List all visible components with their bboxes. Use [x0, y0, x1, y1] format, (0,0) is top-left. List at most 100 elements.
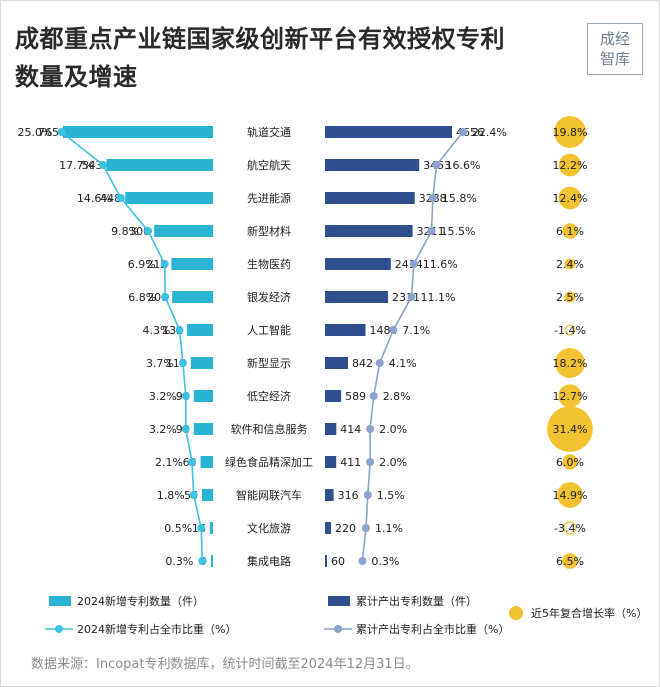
legend-new-share-label: 2024新增专利占全市比重（%） — [77, 622, 236, 636]
cumulative-share-label: 7.1% — [402, 324, 430, 337]
new-patent-bar — [187, 324, 213, 336]
cagr-label: 2.4% — [556, 258, 584, 271]
cumulative-share-point — [389, 326, 398, 334]
cumulative-patent-bar — [325, 489, 334, 501]
new-share-point — [178, 359, 187, 367]
new-share-label: 14.6% — [77, 192, 112, 205]
new-share-point — [198, 557, 207, 565]
legend-cagr-marker — [509, 606, 523, 620]
cumulative-patent-value-label: 842 — [352, 357, 373, 370]
cumulative-patent-bar — [325, 126, 452, 138]
new-share-label: 0.3% — [165, 555, 193, 568]
cumulative-share-point — [375, 359, 384, 367]
category-label: 文化旅游 — [247, 521, 291, 535]
cumulative-patent-bar — [325, 555, 327, 567]
new-share-label: 3.2% — [149, 423, 177, 436]
cagr-bubble — [558, 384, 582, 408]
cumulative-share-label: 2.0% — [379, 423, 407, 436]
category-label: 轨道交通 — [247, 125, 291, 139]
new-share-label: 3.7% — [146, 357, 174, 370]
cumulative-share-point — [363, 491, 372, 499]
cumulative-patent-bar — [325, 258, 391, 270]
legend-new-patent-swatch — [49, 596, 71, 606]
cumulative-share-point — [407, 293, 416, 301]
new-share-point — [181, 425, 190, 433]
new-share-point — [144, 227, 153, 235]
cagr-bubble — [558, 153, 582, 177]
cumulative-share-label: 16.6% — [446, 159, 481, 172]
chart-title-line2: 数量及增速 — [15, 63, 138, 91]
legend-cumulative-patent-label: 累计产出专利数量（件） — [356, 594, 477, 608]
cagr-label: -3.4% — [554, 522, 586, 535]
new-patent-bar — [202, 489, 213, 501]
cagr-bubble — [562, 223, 578, 239]
cumulative-share-label: 2.0% — [379, 456, 407, 469]
cumulative-patent-bar — [325, 324, 366, 336]
new-share-point — [116, 194, 125, 202]
cumulative-patent-value-label: 414 — [340, 423, 361, 436]
cumulative-share-point — [369, 392, 378, 400]
new-patent-bar — [193, 423, 213, 435]
cagr-label: 6.1% — [556, 225, 584, 238]
cumulative-patent-value-label: 316 — [338, 489, 359, 502]
category-label: 新型材料 — [247, 224, 291, 238]
new-share-point — [161, 293, 170, 301]
cagr-label: 31.4% — [553, 423, 588, 436]
new-patent-bar — [193, 390, 213, 402]
cumulative-share-label: 1.1% — [375, 522, 403, 535]
cumulative-patent-bar — [325, 159, 420, 171]
cagr-bubble-negative — [564, 324, 576, 336]
cumulative-share-point — [366, 425, 375, 433]
new-patent-bar — [171, 258, 213, 270]
patent-chart: 765轨道交通4656543航空航天3453448先进能源3288300新型材料… — [18, 116, 647, 636]
category-label: 集成电路 — [247, 554, 291, 568]
cagr-bubble — [564, 258, 576, 270]
new-share-point — [57, 128, 66, 136]
cumulative-share-label: 1.5% — [377, 489, 405, 502]
new-share-label: 3.2% — [149, 390, 177, 403]
new-share-point — [160, 260, 169, 268]
new-patent-bar — [125, 192, 213, 204]
cumulative-share-label: 11.1% — [421, 291, 456, 304]
cumulative-share-point — [358, 557, 367, 565]
cagr-label: 18.2% — [553, 357, 588, 370]
cagr-label: 12.7% — [553, 390, 588, 403]
legend-cumulative-share-marker — [334, 625, 342, 633]
cumulative-share-label: 11.6% — [423, 258, 458, 271]
cagr-bubble — [562, 454, 578, 470]
cumulative-patent-value-label: 411 — [340, 456, 361, 469]
cumulative-share-point — [362, 524, 370, 532]
cagr-label: 14.9% — [553, 489, 588, 502]
new-share-point — [175, 326, 184, 334]
cumulative-share-label: 4.1% — [389, 357, 417, 370]
cagr-bubble — [547, 406, 593, 452]
new-share-label: 4.3% — [143, 324, 171, 337]
cumulative-share-label: 2.8% — [383, 390, 411, 403]
cagr-label: 6.5% — [556, 555, 584, 568]
new-patent-value-label: 448 — [100, 192, 121, 205]
legend-cumulative-share-label: 累计产出专利占全市比重（%） — [356, 622, 509, 636]
legend-new-patent-label: 2024新增专利数量（件） — [77, 594, 204, 608]
category-label: 智能网联汽车 — [236, 488, 302, 502]
cumulative-patent-bar — [325, 192, 415, 204]
cagr-label: 6.0% — [556, 456, 584, 469]
cumulative-patent-value-label: 60 — [331, 555, 345, 568]
category-label: 低空经济 — [247, 389, 291, 403]
cumulative-patent-bar — [325, 390, 342, 402]
cumulative-share-label: 22.4% — [472, 126, 507, 139]
category-label: 生物医药 — [247, 257, 291, 271]
legend-cumulative-patent-swatch — [328, 596, 350, 606]
cagr-bubble — [564, 291, 576, 303]
new-patent-value-label: 543 — [82, 159, 103, 172]
new-share-label: 25.0% — [18, 126, 53, 139]
cagr-bubble — [555, 348, 585, 378]
cumulative-patent-value-label: 589 — [345, 390, 366, 403]
cagr-label: 19.8% — [553, 126, 588, 139]
category-label: 先进能源 — [247, 191, 291, 205]
cagr-label: 2.5% — [556, 291, 584, 304]
cumulative-share-point — [427, 227, 436, 235]
new-patent-bar — [63, 126, 213, 138]
cagr-bubble — [558, 186, 582, 210]
new-patent-bar — [211, 555, 213, 567]
